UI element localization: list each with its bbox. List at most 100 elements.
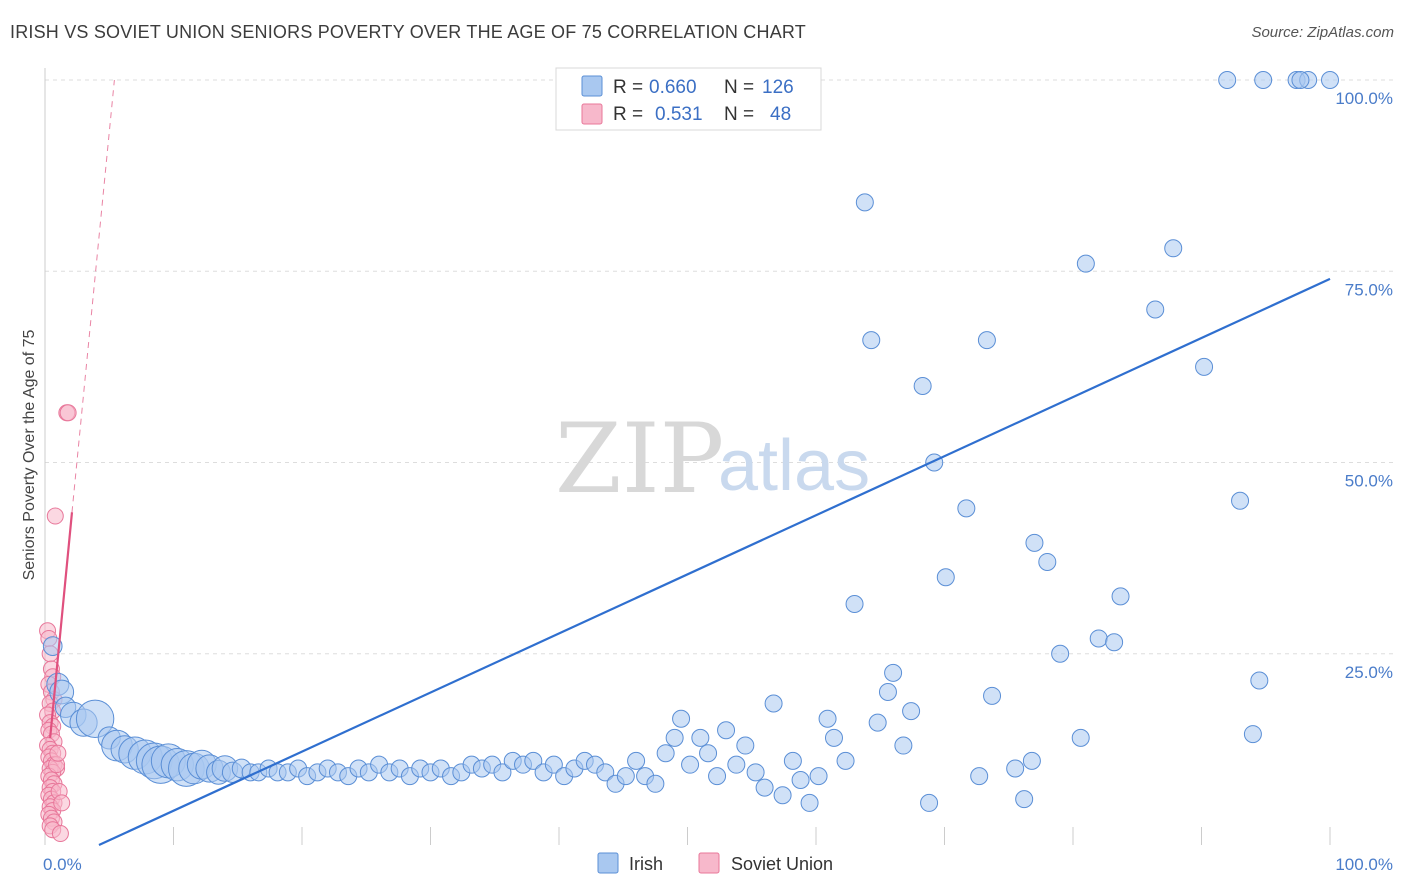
y-tick-labels: 100.0% 75.0% 50.0% 25.0% bbox=[1335, 89, 1393, 682]
legend-soviet-r-label: R = bbox=[613, 104, 643, 125]
soviet-point-45 bbox=[46, 507, 64, 525]
irish-point-87 bbox=[855, 193, 874, 212]
bottom-legend: Irish Soviet Union bbox=[597, 852, 833, 874]
irish-point-69 bbox=[691, 728, 710, 747]
legend-irish-r-label: R = bbox=[613, 77, 643, 98]
soviet-point-47 bbox=[49, 744, 67, 762]
irish-point-101 bbox=[983, 686, 1002, 705]
irish-point-110 bbox=[1089, 629, 1108, 648]
irish-point-107 bbox=[1051, 644, 1070, 663]
irish-point-105 bbox=[1025, 533, 1044, 552]
irish-point-117 bbox=[1243, 725, 1262, 744]
irish-point-77 bbox=[764, 694, 783, 713]
irish-point-83 bbox=[818, 709, 837, 728]
irish-point-79 bbox=[783, 751, 802, 770]
irish-point-80 bbox=[791, 770, 810, 789]
legend-irish-n-label: N = bbox=[724, 77, 754, 98]
irish-point-90 bbox=[878, 683, 897, 701]
soviet-union-series bbox=[39, 404, 77, 843]
irish-point-85 bbox=[836, 751, 855, 770]
irish-point-61 bbox=[616, 767, 635, 786]
irish-point-104 bbox=[1022, 751, 1041, 770]
irish-point-103 bbox=[1015, 790, 1034, 809]
irish-point-89 bbox=[868, 713, 887, 732]
grid-lines bbox=[45, 79, 1393, 655]
irish-point-72 bbox=[717, 721, 736, 740]
x-tick-label-0: 0.0% bbox=[43, 855, 82, 874]
bottom-legend-swatch-soviet bbox=[698, 852, 720, 874]
chart-title: IRISH VS SOVIET UNION SENIORS POVERTY OV… bbox=[10, 22, 806, 42]
irish-point-74 bbox=[736, 736, 755, 755]
irish-point-112 bbox=[1111, 587, 1130, 606]
irish-point-84 bbox=[824, 728, 843, 747]
irish-point-49 bbox=[493, 763, 512, 782]
irish-point-65 bbox=[656, 744, 675, 763]
irish-point-82 bbox=[809, 767, 828, 786]
irish-point-99 bbox=[970, 767, 989, 786]
bottom-legend-swatch-irish bbox=[597, 852, 619, 874]
irish-point-52 bbox=[524, 751, 543, 770]
irish-point-123 bbox=[1321, 71, 1339, 89]
irish-point-114 bbox=[1164, 239, 1183, 258]
irish-point-73 bbox=[727, 755, 746, 774]
y-tick-label-2: 50.0% bbox=[1345, 472, 1393, 491]
irish-point-108 bbox=[1071, 728, 1090, 747]
y-tick-label-3: 25.0% bbox=[1345, 663, 1393, 682]
irish-point-92 bbox=[894, 736, 913, 755]
irish-point-76 bbox=[755, 778, 774, 797]
irish-point-102 bbox=[1006, 759, 1025, 778]
legend-soviet-n-label: N = bbox=[724, 104, 754, 125]
irish-point-70 bbox=[699, 744, 718, 763]
irish-point-62 bbox=[627, 751, 646, 770]
irish-point-88 bbox=[862, 331, 881, 350]
irish-point-116 bbox=[1231, 491, 1250, 510]
watermark: ZIP atlas bbox=[555, 403, 870, 515]
soviet-trend-line bbox=[49, 512, 74, 739]
irish-point-67 bbox=[672, 709, 691, 728]
irish-point-66 bbox=[665, 728, 684, 747]
irish-point-81 bbox=[800, 793, 819, 812]
irish-point-68 bbox=[681, 755, 700, 774]
y-tick-label-1: 75.0% bbox=[1345, 280, 1393, 299]
irish-point-120 bbox=[1254, 71, 1273, 89]
irish-point-94 bbox=[913, 377, 932, 395]
irish-point-100 bbox=[977, 331, 996, 350]
irish-point-64 bbox=[646, 774, 665, 793]
y-axis-label: Seniors Poverty Over the Age of 75 bbox=[21, 330, 38, 581]
irish-point-95 bbox=[920, 793, 939, 812]
legend-soviet-r-value: 0.531 bbox=[655, 104, 703, 125]
irish-point-119 bbox=[1218, 71, 1237, 89]
legend: R = 0.660 N = 126 R = 0.531 N = 48 bbox=[555, 67, 822, 131]
irish-point-86 bbox=[845, 595, 864, 614]
irish-point-124 bbox=[1291, 71, 1310, 89]
watermark-zip: ZIP bbox=[555, 403, 724, 515]
legend-irish-r-value: 0.660 bbox=[649, 77, 697, 98]
irish-point-93 bbox=[902, 702, 921, 721]
irish-point-78 bbox=[773, 786, 792, 805]
soviet-point-44 bbox=[59, 404, 77, 422]
irish-point-118 bbox=[1250, 671, 1269, 690]
legend-swatch-irish bbox=[581, 75, 603, 97]
irish-point-59 bbox=[596, 763, 615, 782]
irish-point-111 bbox=[1105, 633, 1124, 652]
legend-irish-n-value: 126 bbox=[762, 77, 794, 98]
irish-point-91 bbox=[884, 663, 903, 682]
y-tick-label-0: 100.0% bbox=[1335, 89, 1393, 108]
legend-swatch-soviet bbox=[581, 103, 603, 125]
irish-point-75 bbox=[746, 763, 765, 782]
bottom-legend-soviet: Soviet Union bbox=[731, 854, 833, 874]
irish-point-0 bbox=[42, 636, 63, 656]
irish-series bbox=[42, 71, 1339, 812]
soviet-point-40 bbox=[51, 825, 69, 843]
irish-point-98 bbox=[957, 499, 976, 518]
irish-trend-line bbox=[98, 277, 1331, 846]
irish-point-97 bbox=[936, 568, 955, 587]
trend-lines bbox=[49, 79, 1331, 846]
soviet-point-42 bbox=[53, 794, 71, 812]
irish-point-54 bbox=[544, 755, 563, 774]
irish-point-109 bbox=[1076, 254, 1095, 273]
soviet-trend-extension bbox=[71, 79, 115, 513]
legend-soviet-n-value: 48 bbox=[770, 104, 791, 125]
irish-point-71 bbox=[708, 767, 727, 786]
